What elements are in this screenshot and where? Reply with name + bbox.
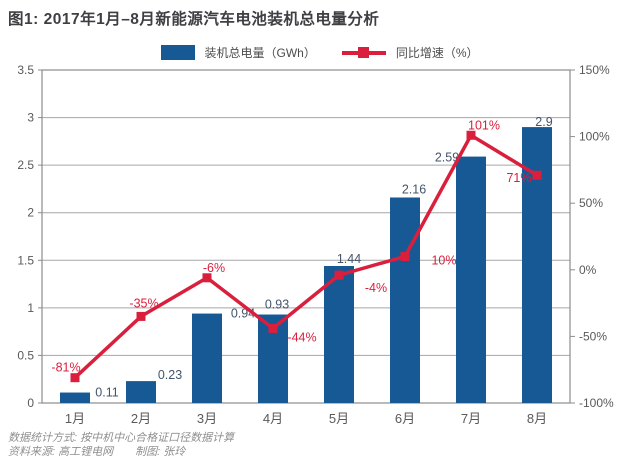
x-axis-label: 3月 bbox=[197, 411, 217, 426]
plot-border bbox=[41, 69, 571, 404]
bar-value-label: 2.16 bbox=[402, 182, 426, 196]
footnote-method: 数据统计方式: 按中机中心合格证口径数据计算 bbox=[8, 432, 235, 444]
line-value-label: -6% bbox=[203, 261, 225, 275]
x-axis-label: 8月 bbox=[527, 411, 547, 426]
bar-series-swatch-icon bbox=[161, 45, 196, 60]
bar-6月 bbox=[390, 197, 420, 403]
right-axis-tick-label: 150% bbox=[579, 63, 610, 77]
footnote-source: 资料来源: 高工锂电网 制图: 张玲 bbox=[8, 446, 186, 458]
left-axis-tick-label: 3.5 bbox=[17, 63, 34, 77]
line-point-marker bbox=[466, 130, 476, 140]
left-axis-tick-label: 2.5 bbox=[17, 158, 34, 172]
line-value-label: 10% bbox=[431, 253, 456, 267]
line-value-label: -4% bbox=[365, 281, 387, 295]
line-point-marker bbox=[202, 273, 212, 283]
line-point-marker bbox=[334, 270, 344, 280]
right-axis-tick-label: -50% bbox=[579, 329, 607, 343]
line-point-marker bbox=[136, 311, 146, 321]
left-axis-tick-label: 1 bbox=[27, 301, 34, 315]
right-axis-tick-label: 50% bbox=[579, 196, 603, 210]
bar-value-label: 1.44 bbox=[337, 252, 361, 266]
x-axis-label: 5月 bbox=[329, 411, 349, 426]
figure-title: 图1: 2017年1月–8月新能源汽车电池装机总电量分析 bbox=[8, 11, 380, 28]
left-axis-tick-label: 1.5 bbox=[17, 253, 34, 267]
x-axis-label: 7月 bbox=[461, 411, 481, 426]
bar-series-legend-label: 装机总电量（GWh） bbox=[204, 46, 316, 60]
chart-plot-area: 3.5 3 2.5 2 1.5 1 0.5 0 150% 100% 50% 0% -50% -100% 0.… bbox=[17, 63, 614, 426]
line-value-label: -81% bbox=[51, 361, 80, 375]
growth-line bbox=[73, 133, 538, 379]
x-axis-label: 6月 bbox=[395, 411, 415, 426]
line-value-label: -44% bbox=[287, 330, 316, 344]
line-value-label: 71% bbox=[506, 171, 531, 185]
line-series-marker-icon bbox=[341, 46, 386, 58]
legend: 装机总电量（GWh） 同比增速（%） bbox=[0, 44, 640, 61]
line-series-legend-label: 同比增速（%） bbox=[395, 46, 479, 60]
left-axis-tick-label: 2 bbox=[27, 206, 34, 220]
line-point-marker bbox=[532, 170, 542, 180]
bar-value-label: 0.93 bbox=[265, 298, 289, 312]
bar-3月 bbox=[192, 313, 222, 403]
left-axis-tick-label: 0 bbox=[27, 396, 34, 410]
bar-value-label: 2.9 bbox=[535, 115, 552, 129]
left-axis-tick-label: 0.5 bbox=[17, 348, 34, 362]
x-axis-label: 1月 bbox=[65, 411, 85, 426]
right-axis-tick-label: 100% bbox=[579, 130, 610, 144]
bar-value-label: 2.59 bbox=[435, 151, 459, 165]
bar-1月 bbox=[60, 392, 90, 403]
line-point-marker bbox=[70, 373, 80, 383]
line-value-label: 101% bbox=[468, 118, 500, 132]
right-axis-tick-label: 0% bbox=[579, 263, 597, 277]
line-point-marker bbox=[400, 251, 410, 261]
x-axis-label: 2月 bbox=[131, 411, 151, 426]
bar-value-label: 0.23 bbox=[158, 368, 182, 382]
bar-5月 bbox=[324, 265, 354, 403]
x-axis-label: 4月 bbox=[263, 411, 283, 426]
bar-7月 bbox=[456, 156, 486, 403]
line-value-label: -35% bbox=[129, 296, 158, 310]
line-marker-square-icon bbox=[357, 46, 369, 58]
line-point-marker bbox=[268, 323, 278, 333]
footnotes: 数据统计方式: 按中机中心合格证口径数据计算 资料来源: 高工锂电网 制图: 张… bbox=[8, 431, 234, 459]
right-axis-tick-label: -100% bbox=[579, 396, 614, 410]
left-axis-tick-label: 3 bbox=[27, 111, 34, 125]
bar-2月 bbox=[126, 381, 156, 403]
bar-value-label: 0.11 bbox=[95, 386, 118, 400]
